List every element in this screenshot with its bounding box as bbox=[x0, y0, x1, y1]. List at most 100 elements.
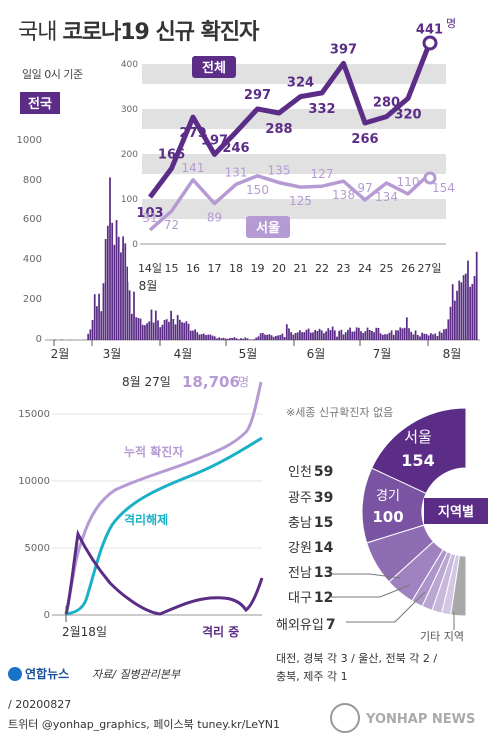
national-bar bbox=[128, 290, 131, 340]
national-value-label: 197 bbox=[201, 133, 228, 148]
leader-lines bbox=[330, 573, 455, 630]
national-bar bbox=[338, 330, 341, 340]
national-bar bbox=[303, 332, 306, 340]
national-value-label: 266 bbox=[351, 132, 378, 147]
national-value-label: 324 bbox=[287, 76, 314, 91]
seoul-value-label: 138 bbox=[332, 188, 355, 202]
national-bar bbox=[111, 222, 114, 340]
cumulative-line bbox=[64, 381, 263, 615]
leader-line bbox=[330, 573, 401, 579]
national-bar bbox=[410, 331, 413, 340]
region-value: 100 bbox=[372, 508, 403, 526]
national-bar bbox=[122, 236, 124, 340]
national-bar bbox=[318, 328, 321, 340]
region-value: 15 bbox=[314, 515, 333, 531]
national-bar bbox=[377, 328, 380, 340]
national-bar bbox=[414, 330, 417, 340]
month-label: 8월 bbox=[443, 347, 462, 361]
inset-band bbox=[142, 199, 446, 219]
national-bar bbox=[373, 332, 375, 340]
yonhap-logo-text: 연합뉴스 bbox=[25, 666, 69, 681]
national-bar bbox=[130, 313, 133, 340]
national-bar bbox=[246, 338, 249, 340]
cumulative-y-tick: 15000 bbox=[18, 409, 50, 420]
national-y-tick: 200 bbox=[23, 294, 42, 305]
national-bar bbox=[299, 330, 301, 340]
seoul-value-label: 154 bbox=[432, 181, 455, 195]
national-bar bbox=[240, 338, 242, 340]
national-bar bbox=[209, 334, 212, 340]
national-bar bbox=[438, 331, 441, 340]
national-bar bbox=[371, 331, 373, 340]
basis-note: 일일 0시 기준 bbox=[22, 68, 83, 81]
national-bar bbox=[288, 328, 290, 340]
national-bar bbox=[207, 334, 210, 340]
national-value-label: 279 bbox=[179, 126, 206, 141]
national-bar bbox=[416, 335, 419, 340]
national-bar bbox=[355, 327, 358, 340]
national-bar bbox=[152, 322, 155, 340]
national-bar bbox=[233, 337, 236, 340]
seoul-value-label: 89 bbox=[207, 211, 222, 225]
national-value-label: 280 bbox=[373, 96, 400, 111]
national-bar bbox=[146, 323, 148, 340]
national-bar bbox=[436, 336, 439, 340]
inset-y-tick: 100 bbox=[121, 195, 138, 205]
seoul-value-label: 31 bbox=[142, 211, 157, 225]
national-bar bbox=[283, 337, 286, 340]
national-bar bbox=[144, 325, 146, 340]
national-bar bbox=[292, 334, 295, 340]
national-bar bbox=[412, 334, 415, 340]
national-bar bbox=[307, 328, 310, 340]
national-series-tag bbox=[192, 56, 236, 78]
national-bar bbox=[353, 331, 356, 340]
national-bar bbox=[451, 284, 454, 340]
cumulative-y-tick: 10000 bbox=[18, 476, 50, 487]
national-series-label: 전체 bbox=[202, 60, 226, 76]
inset-y-tick: 400 bbox=[121, 60, 138, 70]
national-bar bbox=[248, 339, 251, 340]
seoul-value-label: 135 bbox=[268, 164, 291, 178]
national-bar bbox=[172, 319, 175, 340]
region-name: 강원 bbox=[288, 541, 312, 556]
region-value: 39 bbox=[314, 490, 333, 506]
national-bar bbox=[427, 335, 430, 340]
national-value-label: 397 bbox=[330, 42, 357, 57]
seoul-line bbox=[148, 172, 431, 232]
seoul-series-tag bbox=[246, 216, 290, 238]
regional-footnote-2: 충북, 제주 각 1 bbox=[276, 670, 348, 683]
national-bar bbox=[165, 319, 168, 340]
national-bar bbox=[296, 332, 299, 340]
national-bar bbox=[154, 310, 157, 340]
national-bar bbox=[270, 335, 273, 340]
national-bar bbox=[464, 273, 467, 340]
month-label: 2월 bbox=[51, 347, 70, 361]
cumulative-y-ticks: 15000 10000 5000 0 bbox=[18, 409, 50, 621]
cumulative-y-tick: 0 bbox=[44, 610, 50, 621]
inset-x-label: 24 bbox=[358, 262, 372, 275]
national-bar bbox=[405, 317, 408, 340]
region-label: 대구 12 bbox=[288, 590, 333, 606]
cumulative-start-label: 2월18일 bbox=[62, 625, 107, 639]
region-label: 광주 39 bbox=[288, 490, 333, 506]
national-bar bbox=[360, 331, 362, 340]
date-code: / 20200827 bbox=[8, 698, 71, 711]
cumulative-series-label: 누적 확진자 bbox=[124, 444, 183, 459]
national-bar bbox=[320, 330, 323, 340]
inset-band bbox=[142, 154, 446, 174]
national-bar bbox=[423, 333, 426, 340]
national-bar bbox=[220, 338, 223, 340]
national-bar bbox=[314, 330, 317, 340]
national-bar bbox=[257, 336, 260, 340]
inset-x-label: 27일 bbox=[417, 261, 441, 275]
region-label: 전남 13 bbox=[288, 565, 333, 581]
national-bar bbox=[200, 334, 203, 340]
released-series-label: 격리해제 bbox=[124, 512, 168, 527]
national-bar bbox=[312, 332, 314, 340]
national-bar bbox=[137, 318, 140, 340]
national-bar bbox=[366, 327, 369, 340]
national-bar bbox=[344, 332, 347, 340]
national-bar bbox=[449, 306, 452, 340]
national-bar bbox=[419, 336, 421, 340]
